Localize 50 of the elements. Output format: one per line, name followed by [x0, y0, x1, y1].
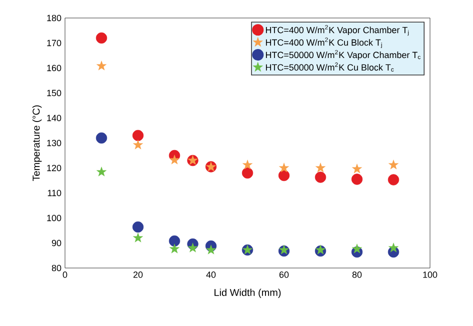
point: [351, 174, 363, 185]
point: [388, 160, 399, 170]
y-tick-label: 100: [47, 214, 62, 222]
x-tick-label: 0: [62, 272, 68, 278]
y-tick-label: 130: [47, 140, 62, 146]
point: [132, 130, 144, 142]
point: [315, 162, 326, 172]
point: [352, 164, 362, 174]
y-tick-label: 80: [52, 264, 62, 272]
x-tick-label: 100: [423, 272, 438, 278]
point: [169, 244, 180, 254]
y-tick-label: 150: [47, 90, 62, 96]
point: [388, 174, 400, 186]
point: [96, 32, 108, 44]
y-tick-label: 140: [47, 114, 62, 122]
y-tick-label: 90: [52, 240, 62, 246]
y-axis-title: Temperature (°C): [32, 105, 42, 182]
x-axis-title: Lid Width (mm): [214, 288, 281, 298]
point: [388, 242, 399, 252]
point: [278, 244, 290, 254]
point: [242, 160, 253, 170]
point: [96, 132, 108, 144]
point: [96, 166, 107, 176]
point: [206, 244, 216, 254]
y-tick-label: 180: [47, 14, 62, 22]
point: [278, 170, 290, 182]
legend-label: HTC=50000 W/m$^{2}$K Vapor Chamber T$_{c}$: [266, 50, 420, 60]
legend-label: HTC=400 W/m$^{2}$K Cu Block T$_{j}$: [266, 38, 382, 48]
point: [278, 162, 290, 172]
point: [242, 167, 254, 179]
legend-label: HTC=50000 W/m$^{2}$K Cu Block T$_{c}$: [266, 62, 394, 72]
y-tick-label: 160: [47, 64, 62, 72]
legend-label: HTC=400 W/m$^{2}$K Vapor Chamber T$_{j}$: [266, 25, 409, 36]
point: [169, 154, 180, 164]
x-tick-label: 80: [352, 272, 362, 278]
point: [315, 244, 326, 254]
x-tick-label: 20: [133, 272, 143, 278]
x-tick-label: 60: [279, 272, 289, 278]
y-tick-label: 110: [48, 190, 62, 196]
point: [132, 140, 144, 150]
point: [96, 60, 107, 70]
point: [168, 235, 180, 247]
x-tick-label: 40: [206, 272, 216, 278]
point: [352, 244, 362, 254]
y-tick-label: 170: [47, 40, 62, 46]
y-tick-label: 120: [47, 164, 62, 172]
point: [132, 232, 144, 242]
point: [188, 242, 198, 252]
point: [132, 221, 144, 233]
point: [314, 172, 326, 183]
